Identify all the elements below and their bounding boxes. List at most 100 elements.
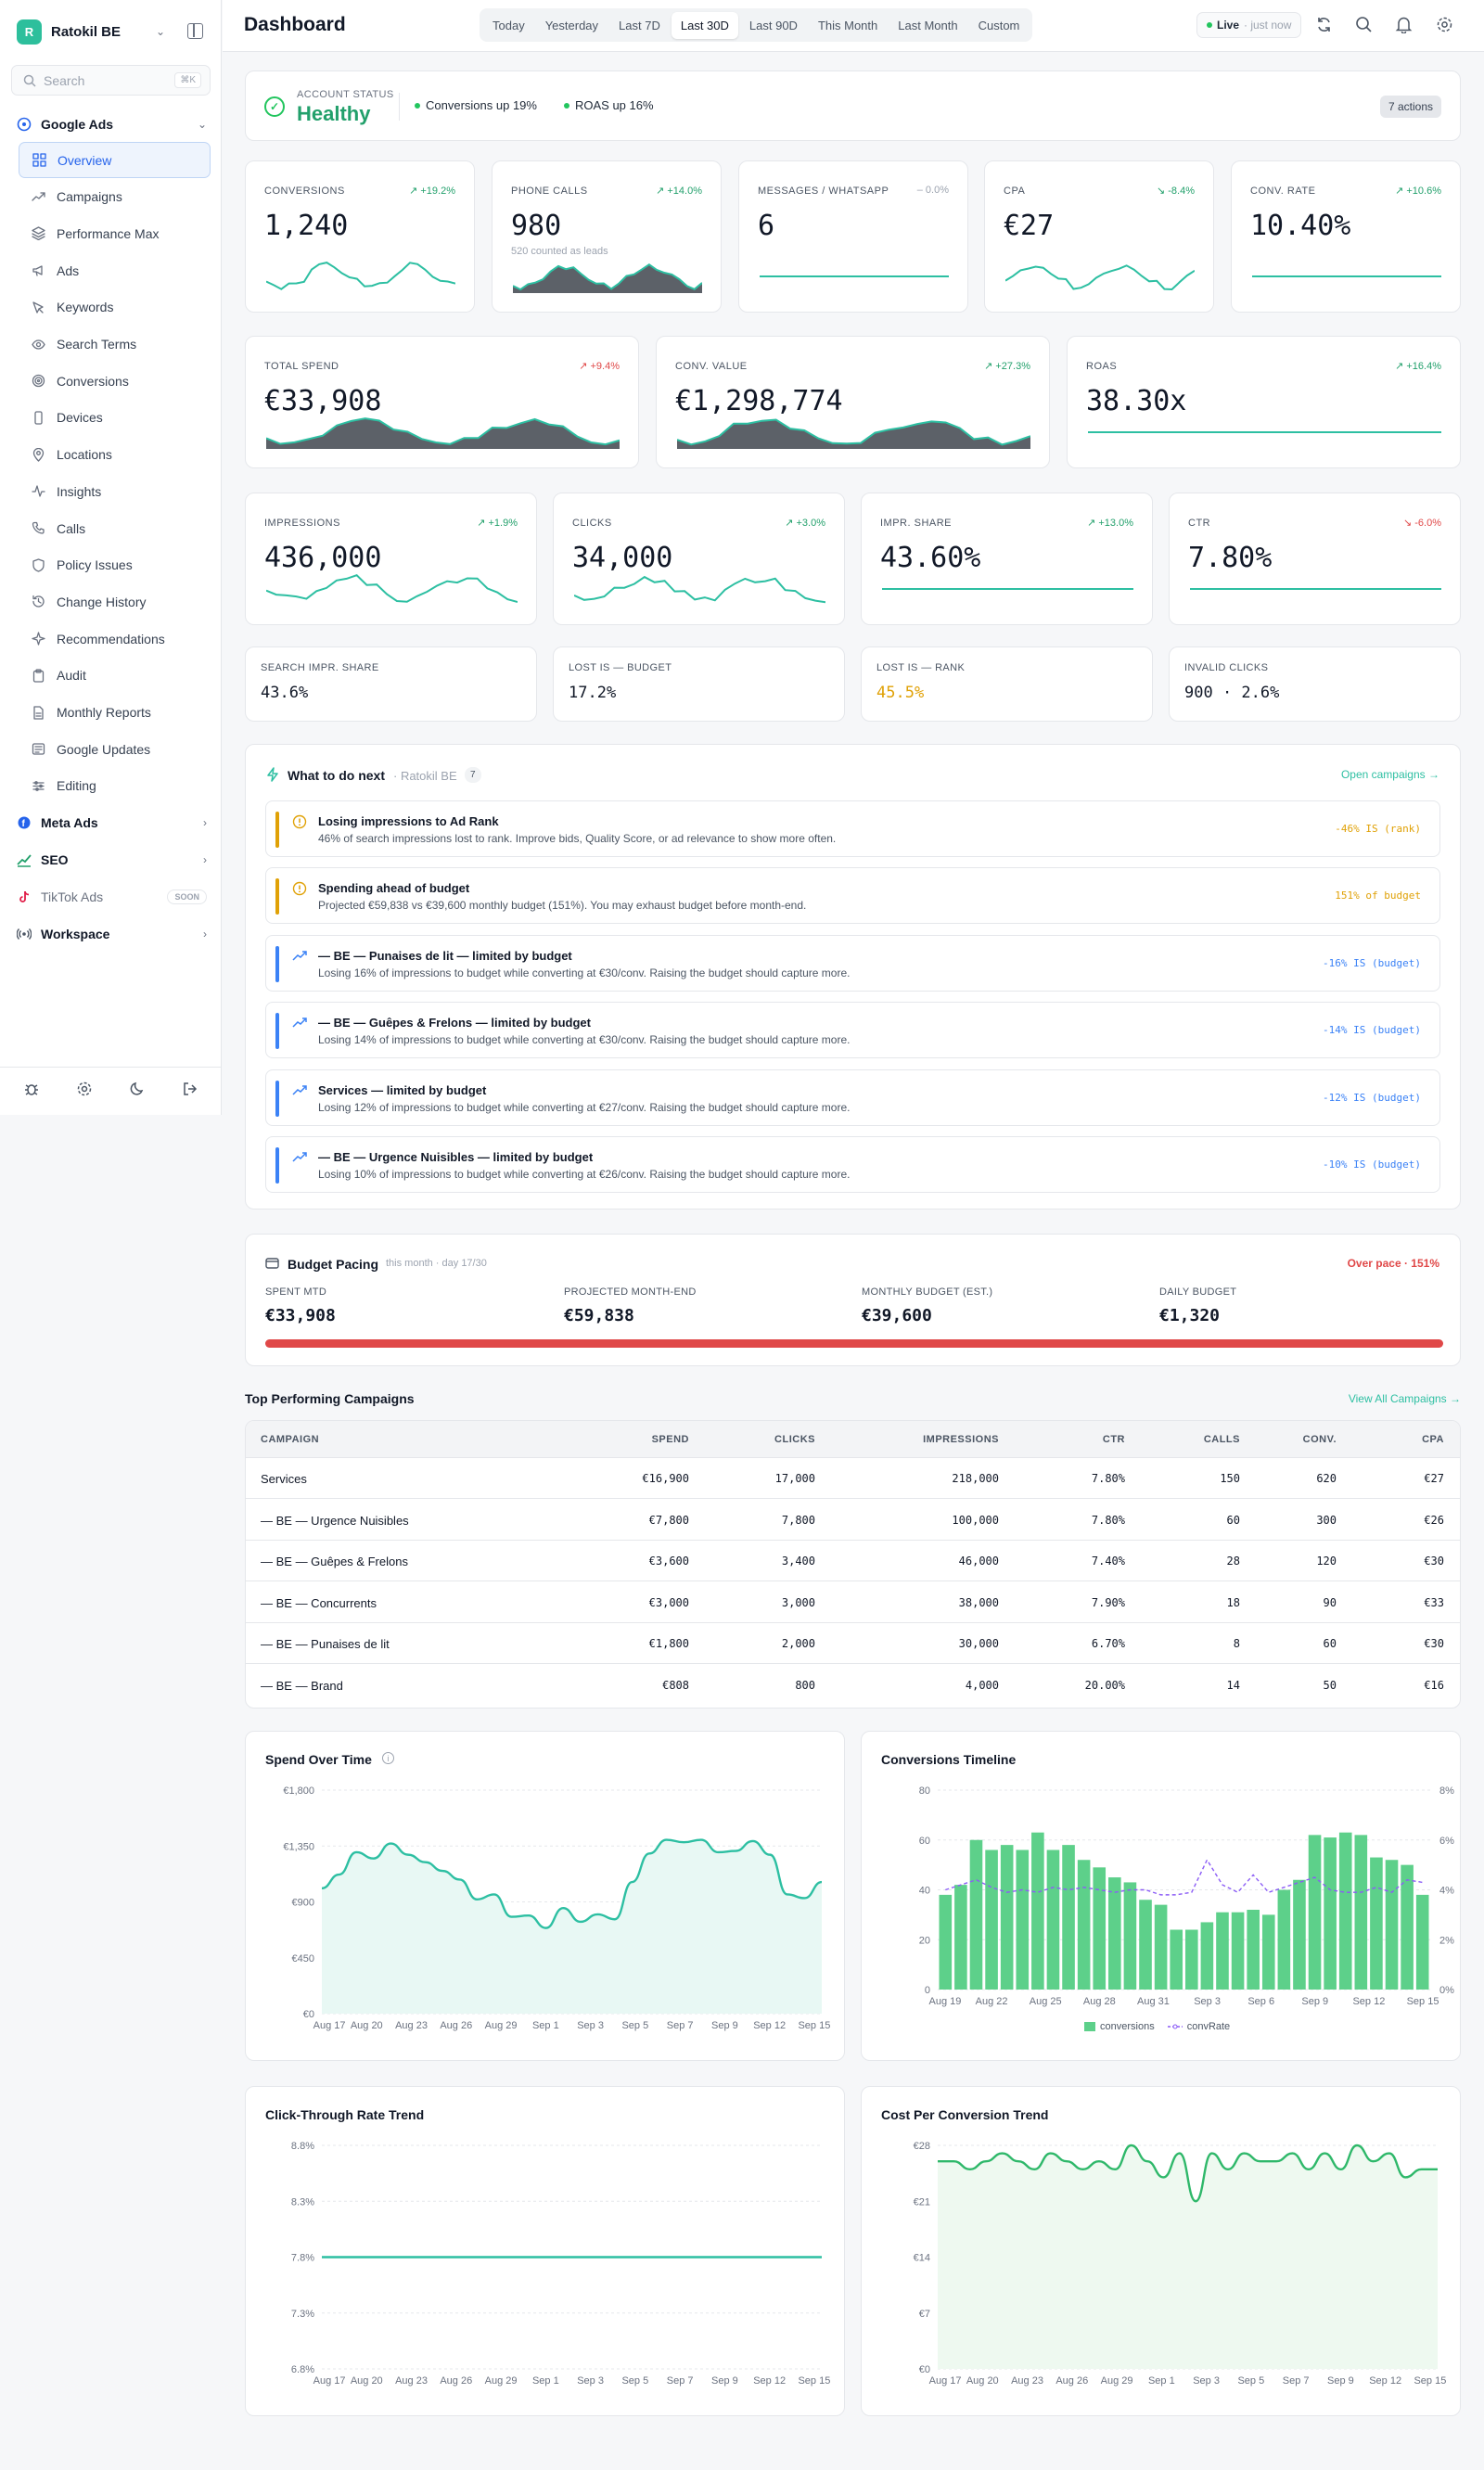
data-point xyxy=(735,1850,736,1852)
chevron-right-icon[interactable]: › xyxy=(203,928,207,941)
sidebar-item-ads[interactable]: Ads xyxy=(19,252,211,288)
sidebar-item-keywords[interactable]: Keywords xyxy=(19,289,211,326)
kpi-card-conv-rate[interactable]: CONV. RATE ↗ +10.6% 10.40% xyxy=(1231,160,1461,313)
column-header-impressions[interactable]: IMPRESSIONS xyxy=(923,1434,999,1445)
kpi-card-clicks[interactable]: CLICKS ↗ +3.0% 34,000 xyxy=(553,493,845,625)
kpi-card-messages-whatsapp[interactable]: MESSAGES / WHATSAPP – 0.0% 6 xyxy=(738,160,968,313)
logout-icon[interactable] xyxy=(181,1080,199,1098)
chevron-right-icon[interactable]: › xyxy=(203,853,207,866)
recommendation-item[interactable]: Spending ahead of budget Projected €59,83… xyxy=(265,867,1440,925)
sidebar-item-recommendations[interactable]: Recommendations xyxy=(19,621,211,657)
campaigns-table: CAMPAIGN SPEND CLICKS IMPRESSIONS CTR CALLS CO… xyxy=(245,1420,1461,1709)
kpi-card-total-spend[interactable]: TOTAL SPEND ↗ +9.4% €33,908 xyxy=(245,336,639,468)
sidebar-item-monthly-reports[interactable]: Monthly Reports xyxy=(19,695,211,731)
bug-icon[interactable] xyxy=(22,1080,41,1098)
column-header-cpa[interactable]: CPA xyxy=(1422,1434,1444,1445)
group-meta-ads[interactable]: f Meta Ads › xyxy=(17,815,207,830)
kpi-card-roas[interactable]: ROAS ↗ +16.4% 38.30x xyxy=(1067,336,1461,468)
severity-bar xyxy=(275,945,279,982)
conversions-chart: 0 20 40 60 80 Aug 19 Aug 22 Aug 25 Aug 28 Aug 31 S… xyxy=(919,1785,1454,2007)
sparkline-line xyxy=(677,418,1030,446)
sidebar-item-search-terms[interactable]: Search Terms xyxy=(19,326,211,363)
sidebar-item-locations[interactable]: Locations xyxy=(19,437,211,473)
workspace-switcher[interactable]: R Ratokil BE ⌄ xyxy=(17,19,211,45)
data-point xyxy=(769,2257,771,2259)
stat-label: LOST IS — RANK xyxy=(876,662,966,673)
group-google-ads[interactable]: Google Ads ⌄ xyxy=(17,117,207,132)
table-cell: 120 xyxy=(1316,1555,1337,1568)
sidebar-item-performance-max[interactable]: Performance Max xyxy=(19,215,211,251)
refresh-icon[interactable] xyxy=(1313,14,1334,34)
group-workspace[interactable]: Workspace › xyxy=(17,927,207,941)
kpi-card-conversions[interactable]: CONVERSIONS ↗ +19.2% 1,240 xyxy=(245,160,475,313)
sidebar-item-change-history[interactable]: Change History xyxy=(19,583,211,620)
recommendation-item[interactable]: Losing impressions to Ad Rank 46% of sear… xyxy=(265,800,1440,857)
chevron-down-icon[interactable]: ⌄ xyxy=(197,118,207,131)
view-all-campaigns-link[interactable]: View All Campaigns → xyxy=(1348,1392,1461,1405)
recommendation-item[interactable]: Services — limited by budget Losing 12% o… xyxy=(265,1069,1440,1126)
recommendation-item[interactable]: — BE — Guêpes & Frelons — limited by bud… xyxy=(265,1002,1440,1059)
table-row[interactable]: Services €16,900 17,000 218,000 7.80% 150 620 €… xyxy=(246,1458,1460,1499)
collapse-sidebar-icon[interactable] xyxy=(187,23,203,39)
table-cell: €7,800 xyxy=(648,1513,689,1527)
bell-icon[interactable] xyxy=(1393,14,1414,34)
settings-icon[interactable] xyxy=(75,1080,94,1098)
kpi-card-impr-share[interactable]: IMPR. SHARE ↗ +13.0% 43.60% xyxy=(861,493,1153,625)
sidebar-item-insights[interactable]: Insights xyxy=(19,473,211,509)
table-cell: €3,600 xyxy=(648,1555,689,1568)
y-tick-label: €1,800 xyxy=(283,1785,314,1797)
kpi-card-ctr[interactable]: CTR ↘ -6.0% 7.80% xyxy=(1169,493,1461,625)
actions-badge[interactable]: 7 actions xyxy=(1379,96,1441,118)
sidebar-item-devices[interactable]: Devices xyxy=(19,400,211,436)
column-header-calls[interactable]: CALLS xyxy=(1203,1434,1240,1445)
range-last-7d[interactable]: Last 7D xyxy=(619,18,660,32)
chevron-down-icon[interactable]: ⌄ xyxy=(156,25,166,38)
recommendation-item[interactable]: — BE — Urgence Nuisibles — limited by bu… xyxy=(265,1136,1440,1193)
range-today[interactable]: Today xyxy=(493,18,525,32)
table-row[interactable]: — BE — Guêpes & Frelons €3,600 3,400 46,000… xyxy=(246,1541,1460,1582)
column-header-campaign[interactable]: CAMPAIGN xyxy=(261,1434,320,1445)
kpi-card-cpa[interactable]: CPA ↘ -8.4% €27 xyxy=(984,160,1214,313)
table-row[interactable]: — BE — Urgence Nuisibles €7,800 7,800 100,0… xyxy=(246,1500,1460,1541)
range-last-30d[interactable]: Last 30D xyxy=(671,11,738,39)
kpi-card-impressions[interactable]: IMPRESSIONS ↗ +1.9% 436,000 xyxy=(245,493,537,625)
sidebar-item-label: Ads xyxy=(57,262,80,278)
search-icon[interactable] xyxy=(1353,14,1374,34)
table-row[interactable]: — BE — Punaises de lit €1,800 2,000 30,000 6… xyxy=(246,1623,1460,1665)
column-header-ctr[interactable]: CTR xyxy=(1102,1434,1125,1445)
column-header-clicks[interactable]: CLICKS xyxy=(774,1434,815,1445)
open-campaigns-link[interactable]: Open campaigns → xyxy=(1340,768,1439,781)
range-yesterday[interactable]: Yesterday xyxy=(544,18,599,32)
search-input[interactable]: Search ⌘K xyxy=(11,65,211,96)
data-point xyxy=(1195,2200,1196,2202)
table-cell: 2,000 xyxy=(781,1637,815,1651)
campaigns-title: Top Performing Campaigns xyxy=(245,1391,415,1406)
settings-icon[interactable] xyxy=(1434,14,1454,34)
group-seo[interactable]: SEO › xyxy=(17,852,207,867)
range-this-month[interactable]: This Month xyxy=(817,18,878,32)
recommendation-metric: -16% IS (budget) xyxy=(1323,956,1421,969)
table-row[interactable]: — BE — Concurrents €3,000 3,000 38,000 7.90%… xyxy=(246,1582,1460,1623)
range-last-90d[interactable]: Last 90D xyxy=(748,18,798,32)
range-last-month[interactable]: Last Month xyxy=(898,18,958,32)
sidebar-item-editing[interactable]: Editing xyxy=(19,768,211,804)
sidebar-item-overview[interactable]: Overview xyxy=(19,142,211,178)
sidebar-item-calls[interactable]: Calls xyxy=(19,510,211,546)
range-custom[interactable]: Custom xyxy=(978,18,1020,32)
sidebar-item-campaigns[interactable]: Campaigns xyxy=(19,179,211,215)
sidebar-item-conversions[interactable]: Conversions xyxy=(19,363,211,399)
moon-icon[interactable] xyxy=(128,1080,147,1098)
column-header-spend[interactable]: SPEND xyxy=(651,1434,689,1445)
chevron-right-icon[interactable]: › xyxy=(203,816,207,829)
x-tick-label: Sep 3 xyxy=(577,2375,604,2387)
info-icon[interactable]: i xyxy=(382,1752,394,1764)
sidebar-item-policy-issues[interactable]: Policy Issues xyxy=(19,547,211,583)
kpi-card-phone-calls[interactable]: PHONE CALLS ↗ +14.0% 980 520 counted as lea… xyxy=(492,160,722,313)
sidebar-item-google-updates[interactable]: Google Updates xyxy=(19,731,211,767)
recommendation-item[interactable]: — BE — Punaises de lit — limited by budg… xyxy=(265,934,1440,992)
data-point xyxy=(355,2257,357,2259)
sidebar-item-audit[interactable]: Audit xyxy=(19,658,211,694)
table-row[interactable]: — BE — Brand €808 800 4,000 20.00% 14 50 €16 xyxy=(246,1665,1460,1706)
kpi-card-conv-value[interactable]: CONV. VALUE ↗ +27.3% €1,298,774 xyxy=(656,336,1050,468)
column-header-conv[interactable]: CONV. xyxy=(1302,1434,1337,1445)
